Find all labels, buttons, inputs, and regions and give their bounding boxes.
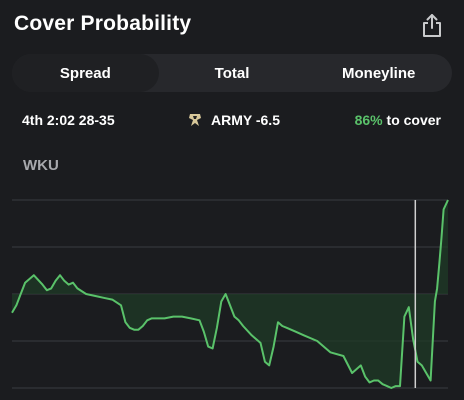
- tab-spread[interactable]: Spread: [12, 54, 159, 92]
- team-line: ARMY -6.5: [188, 112, 280, 128]
- cover-suffix: to cover: [382, 112, 441, 128]
- cover-percent: 86%: [354, 112, 383, 128]
- cover-probability-chart: [11, 199, 449, 389]
- chart-area-fill: [12, 200, 448, 388]
- share-icon: [423, 14, 441, 37]
- chart-team-label: WKU: [23, 157, 59, 174]
- tab-total[interactable]: Total: [214, 64, 250, 82]
- chart-series-line: [11, 199, 449, 389]
- army-logo-icon: [189, 114, 201, 126]
- page-title: Cover Probability: [14, 12, 192, 35]
- bet-type-tabs: Spread Total Moneyline: [12, 54, 452, 92]
- game-info-row: 4th 2:02 28-35 ARMY -6.5 86% to cover: [0, 112, 464, 132]
- cover-probability: 86% to cover: [355, 112, 441, 128]
- tab-moneyline[interactable]: Moneyline: [342, 64, 416, 82]
- game-clock-score: 4th 2:02 28-35: [22, 112, 115, 128]
- team-line-label: ARMY -6.5: [211, 112, 280, 128]
- share-button[interactable]: [420, 12, 444, 38]
